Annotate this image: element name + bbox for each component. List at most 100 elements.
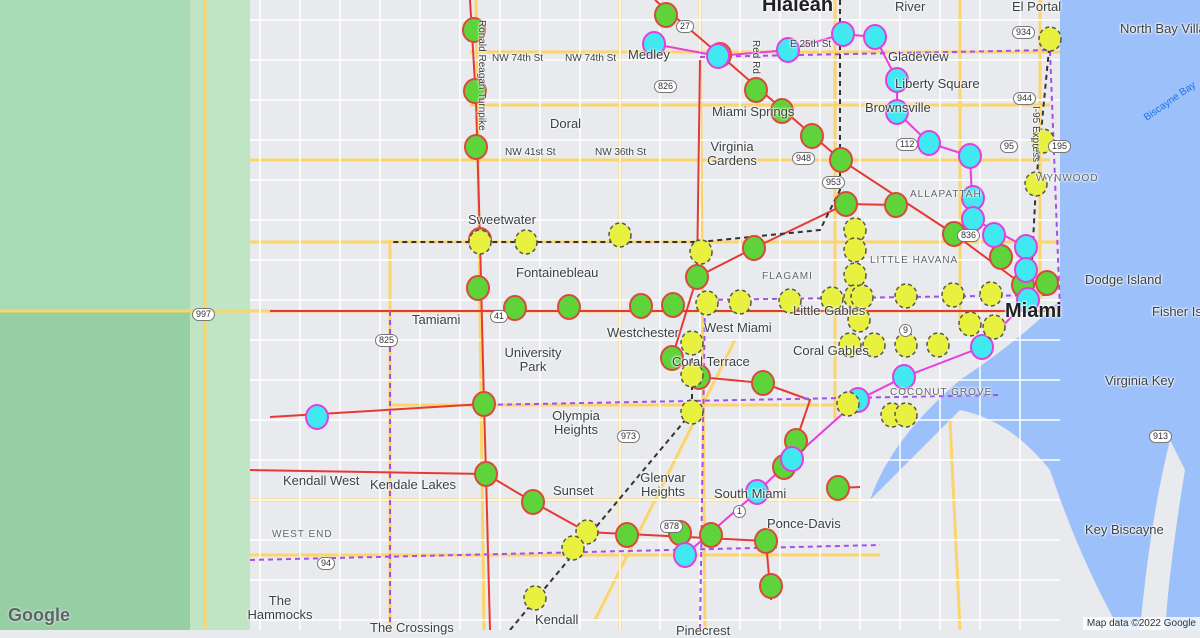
green-stop-marker[interactable] [754,528,778,554]
green-stop-marker[interactable] [466,275,490,301]
yellow-stop-marker[interactable] [941,282,965,308]
highway-shield: 112 [896,138,919,151]
yellow-stop-marker[interactable] [575,519,599,545]
green-stop-marker[interactable] [699,522,723,548]
purple-transit-route [479,394,1001,406]
green-stop-marker[interactable] [521,489,545,515]
yellow-stop-marker[interactable] [695,290,719,316]
yellow-stop-marker[interactable] [680,330,704,356]
yellow-stop-marker[interactable] [894,283,918,309]
green-stop-marker[interactable] [661,292,685,318]
green-stop-marker[interactable] [462,17,486,43]
green-stop-marker[interactable] [654,2,678,28]
place-label: El Portal [1012,0,1062,14]
green-stop-marker[interactable] [503,295,527,321]
green-stop-marker[interactable] [989,244,1013,270]
green-stop-marker[interactable] [834,191,858,217]
place-label: Miami [1005,300,1062,322]
green-stop-marker[interactable] [751,370,775,396]
cyan-stop-marker[interactable] [745,479,769,505]
cyan-stop-marker[interactable] [885,99,909,125]
street-label: NW 74th St [565,53,617,64]
green-stop-marker[interactable] [474,461,498,487]
road [474,0,486,630]
yellow-stop-marker[interactable] [680,399,704,425]
place-label: Glenvar Heights [640,470,686,499]
green-stop-marker[interactable] [557,294,581,320]
yellow-stop-marker[interactable] [468,229,492,255]
place-label: Kendall [535,612,579,627]
highway-shield: 826 [654,80,678,93]
yellow-stop-marker[interactable] [1024,171,1048,197]
yellow-stop-marker[interactable] [838,332,862,358]
yellow-stop-marker[interactable] [926,332,950,358]
green-stop-marker[interactable] [800,123,824,149]
yellow-stop-marker[interactable] [608,222,632,248]
cyan-stop-marker[interactable] [642,31,666,57]
cyan-stop-marker[interactable] [885,67,909,93]
green-stop-marker[interactable] [660,345,684,371]
green-stop-marker[interactable] [463,78,487,104]
yellow-stop-marker[interactable] [836,391,860,417]
cyan-stop-marker[interactable] [982,222,1006,248]
cyan-stop-marker[interactable] [305,404,329,430]
green-stop-marker[interactable] [615,522,639,548]
green-stop-marker[interactable] [629,293,653,319]
google-logo: Google [8,605,70,625]
yellow-stop-marker[interactable] [843,262,867,288]
yellow-stop-marker[interactable] [514,229,538,255]
green-stop-marker[interactable] [770,98,794,124]
green-stop-marker[interactable] [472,391,496,417]
green-stop-marker[interactable] [884,192,908,218]
cyan-stop-marker[interactable] [958,143,982,169]
road [593,339,737,621]
yellow-stop-marker[interactable] [689,239,713,265]
biscayne-bay-water [870,0,1200,630]
yellow-stop-marker[interactable] [843,237,867,263]
yellow-stop-marker[interactable] [894,402,918,428]
cyan-stop-marker[interactable] [1014,234,1038,260]
cyan-stop-marker[interactable] [961,206,985,232]
cyan-stop-marker[interactable] [1016,287,1040,313]
key-biscayne-land [1140,440,1185,630]
street-label: Red Rd [750,40,761,74]
cyan-stop-marker[interactable] [863,24,887,50]
green-stop-marker[interactable] [826,475,850,501]
highway-shield: 953 [822,176,846,189]
green-stop-marker[interactable] [759,573,783,599]
highway-shield: 836 [957,229,981,242]
yellow-stop-marker[interactable] [847,307,871,333]
yellow-stop-marker[interactable] [958,311,982,337]
yellow-stop-marker[interactable] [850,284,874,310]
cyan-stop-marker[interactable] [831,21,855,47]
yellow-stop-marker[interactable] [894,332,918,358]
cyan-stop-marker[interactable] [970,334,994,360]
green-stop-marker[interactable] [685,264,709,290]
green-stop-marker[interactable] [742,235,766,261]
green-stop-marker[interactable] [829,147,853,173]
yellow-stop-marker[interactable] [680,362,704,388]
map-attribution[interactable]: Map data ©2022 Google [1082,617,1200,630]
cyan-stop-marker[interactable] [892,364,916,390]
street-label: NW 74th St [492,53,544,64]
yellow-stop-marker[interactable] [561,535,585,561]
green-stop-marker[interactable] [744,77,768,103]
green-stop-marker[interactable] [464,134,488,160]
yellow-stop-marker[interactable] [820,286,844,312]
green-stop-marker[interactable] [1035,270,1059,296]
place-label: West Miami [704,320,772,335]
cyan-stop-marker[interactable] [1014,257,1038,283]
yellow-stop-marker[interactable] [523,585,547,611]
cyan-stop-marker[interactable] [673,542,697,568]
cyan-stop-marker[interactable] [706,43,730,69]
cyan-stop-marker[interactable] [917,130,941,156]
yellow-stop-marker[interactable] [982,314,1006,340]
yellow-stop-marker[interactable] [979,281,1003,307]
yellow-stop-marker[interactable] [862,332,886,358]
cyan-stop-marker[interactable] [776,37,800,63]
yellow-stop-marker[interactable] [728,289,752,315]
yellow-stop-marker[interactable] [1038,26,1062,52]
cyan-stop-marker[interactable] [780,446,804,472]
yellow-stop-marker[interactable] [778,288,802,314]
